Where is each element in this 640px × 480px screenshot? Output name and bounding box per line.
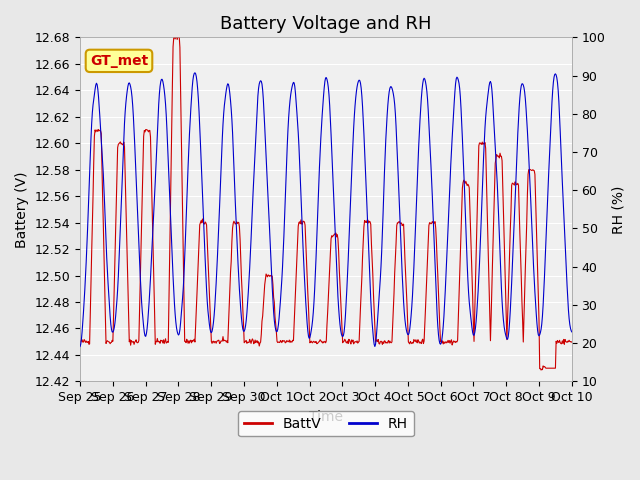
Text: GT_met: GT_met xyxy=(90,54,148,68)
Title: Battery Voltage and RH: Battery Voltage and RH xyxy=(220,15,432,33)
Y-axis label: RH (%): RH (%) xyxy=(611,185,625,234)
Legend: BattV, RH: BattV, RH xyxy=(238,411,413,436)
X-axis label: Time: Time xyxy=(309,410,343,424)
Y-axis label: Battery (V): Battery (V) xyxy=(15,171,29,248)
